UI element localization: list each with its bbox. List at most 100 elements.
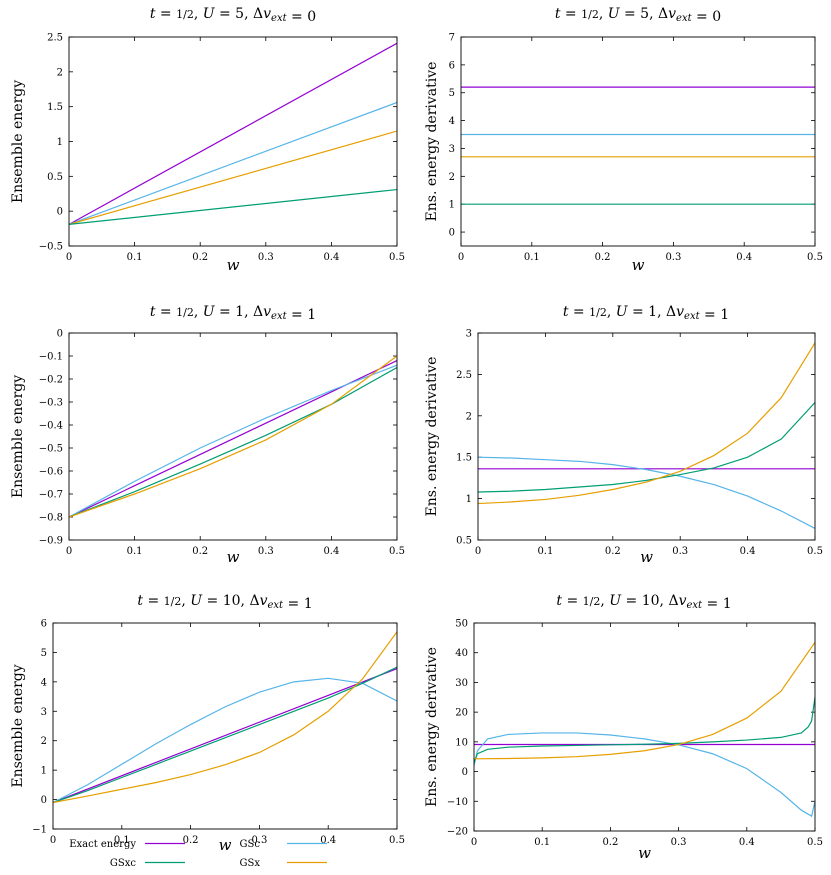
y-tick-label: 3: [449, 144, 455, 155]
x-tick-label: 0.3: [258, 252, 274, 263]
chart-panel-3: t = 1/2, U = 1, Δvext = 1 0 0.1 0.2 0.3 0.4 0.…: [10, 304, 405, 566]
series-line-gsx: [69, 355, 397, 518]
y-tick-label: 0.5: [47, 172, 63, 183]
y-tick-label: 0: [449, 228, 455, 239]
y-tick-label: −0.1: [39, 352, 63, 363]
x-tick-label: 0.1: [127, 546, 143, 557]
y-tick-label: 2: [449, 172, 455, 183]
x-axis-label: w: [638, 844, 651, 862]
chart-title-2: t = 1/2, U = 5, Δvext = 0: [555, 6, 721, 25]
y-tick-label: 0: [41, 795, 47, 806]
y-tick-label: 0: [57, 329, 63, 340]
chart-title-4: t = 1/2, U = 1, Δvext = 1: [563, 304, 729, 323]
y-tick-label: −20: [447, 827, 468, 838]
x-tick-label: 0.2: [595, 252, 611, 263]
y-tick-label: −1: [32, 825, 47, 836]
plot-frame: [473, 622, 816, 832]
y-tick-label: −0.8: [39, 513, 63, 524]
chart-panel-4: t = 1/2, U = 1, Δvext = 1 0 0.1 0.2 0.3 0.4 0.…: [424, 304, 823, 566]
legend-label-gsx: GSx: [240, 858, 261, 869]
y-tick-label: 1.5: [47, 102, 63, 113]
series-line-gsxc: [478, 402, 815, 493]
series-line-gsx: [474, 641, 815, 760]
x-tick-label: 0: [66, 252, 72, 263]
y-tick-label: 4: [41, 677, 47, 688]
y-tick-label: −0.2: [39, 375, 63, 386]
series-line-gsc: [478, 456, 815, 529]
x-tick-label: 0.5: [807, 252, 823, 263]
y-tick-label: 3: [41, 707, 47, 718]
y-axis-label: Ens. energy derivative: [424, 647, 440, 807]
chart-panel-1: t = 1/2, U = 5, Δvext = 0 0 0.1 0.2 0.3 0.4 0.…: [10, 6, 405, 274]
y-tick-label: 2: [57, 67, 63, 78]
series-line-gsx: [478, 342, 815, 505]
y-tick-label: 1: [466, 494, 472, 505]
series-line-gsxc: [474, 697, 815, 763]
y-tick-label: 1: [57, 137, 63, 148]
series-line-gsxc: [53, 666, 397, 804]
x-axis-label: w: [219, 836, 232, 854]
series-line-gsx: [53, 631, 397, 804]
x-tick-label: 0.5: [807, 837, 823, 848]
x-tick-label: 0.5: [807, 546, 823, 557]
x-tick-label: 0.4: [323, 546, 339, 557]
y-tick-label: 1: [41, 766, 47, 777]
y-tick-label: 50: [455, 619, 468, 630]
chart-title-1: t = 1/2, U = 5, Δvext = 0: [150, 6, 316, 25]
y-tick-label: 1: [449, 200, 455, 211]
x-tick-label: 0.1: [524, 252, 540, 263]
legend-label-exact: Exact energy: [69, 839, 136, 850]
x-tick-label: 0.4: [739, 837, 755, 848]
y-tick-label: 7: [449, 33, 455, 44]
series-line-gsc: [53, 677, 397, 804]
y-tick-label: 20: [455, 708, 468, 719]
x-tick-label: 0.3: [672, 546, 688, 557]
legend-label-gsc: GSc: [240, 839, 261, 850]
y-tick-label: −0.4: [39, 421, 63, 432]
legend-label-gsxc: GSxc: [110, 858, 136, 869]
x-tick-label: 0.5: [389, 835, 405, 846]
series-line-gsc: [69, 364, 397, 518]
x-tick-label: 0.4: [323, 252, 339, 263]
y-tick-label: 0: [462, 767, 468, 778]
series-line-gsc: [474, 732, 815, 818]
x-tick-label: 0.2: [192, 252, 208, 263]
y-axis-label: Ens. energy derivative: [424, 62, 440, 222]
chart-panel-6: t = 1/2, U = 10, Δvext = 1 0 0.1 0.2 0.3 0.4 0…: [424, 593, 823, 862]
x-axis-label: w: [227, 256, 240, 274]
x-tick-label: 0.1: [114, 835, 130, 846]
x-tick-label: 0.3: [258, 546, 274, 557]
plot-frame: [52, 622, 398, 830]
y-axis-label: Ensemble energy: [10, 664, 26, 787]
plot-frame: [477, 332, 816, 541]
x-axis-label: w: [632, 256, 645, 274]
x-tick-label: 0: [50, 835, 56, 846]
chart-title-5: t = 1/2, U = 10, Δvext = 1: [137, 593, 312, 612]
x-tick-label: 0.3: [671, 837, 687, 848]
series-line-gsc: [69, 101, 397, 225]
y-tick-label: −0.5: [39, 242, 63, 253]
y-tick-label: 2: [466, 411, 472, 422]
x-tick-label: 0.4: [736, 252, 752, 263]
y-tick-label: −0.6: [39, 467, 63, 478]
y-tick-label: 5: [41, 648, 47, 659]
x-tick-label: 0.4: [740, 546, 756, 557]
y-tick-label: 2: [41, 736, 47, 747]
plot-frame: [68, 332, 398, 541]
y-tick-label: 6: [449, 60, 455, 71]
y-tick-label: −0.5: [39, 444, 63, 455]
y-tick-label: −0.7: [39, 490, 63, 501]
x-tick-label: 0: [475, 546, 481, 557]
y-tick-label: −0.3: [39, 398, 63, 409]
x-tick-label: 0.5: [389, 546, 405, 557]
x-tick-label: 0.1: [127, 252, 143, 263]
y-tick-label: 6: [41, 619, 47, 630]
chart-title-3: t = 1/2, U = 1, Δvext = 1: [150, 304, 316, 323]
series-line-exact: [53, 668, 397, 804]
x-axis-label: w: [640, 548, 653, 566]
y-tick-label: 0: [57, 207, 63, 218]
y-tick-label: 10: [455, 737, 468, 748]
y-axis-label: Ensemble energy: [10, 375, 26, 498]
